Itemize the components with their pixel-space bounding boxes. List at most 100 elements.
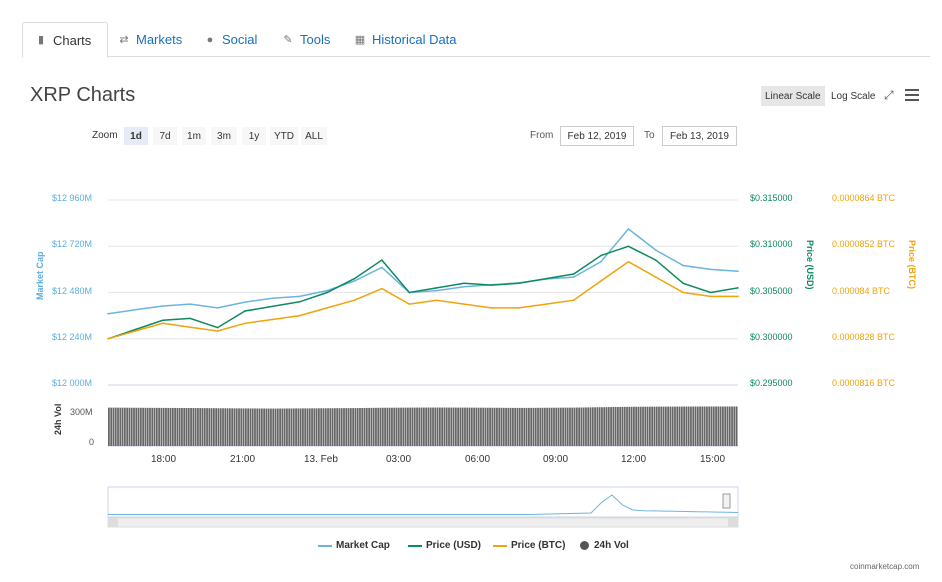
x-tick: 03:00	[386, 454, 412, 465]
volume-bar	[123, 407, 126, 446]
volume-bar	[662, 406, 665, 446]
volume-bar	[238, 408, 240, 446]
price-btc-point	[326, 307, 328, 309]
globe-icon: ●	[206, 33, 214, 46]
volume-bar	[206, 408, 208, 446]
credit-link[interactable]: coinmarketcap.com	[850, 562, 920, 571]
volume-bar	[112, 407, 115, 446]
volume-bar	[703, 406, 706, 446]
volume-bar	[630, 406, 633, 446]
volume-bar	[708, 406, 711, 446]
price-btc-point	[600, 280, 602, 282]
market-cap-point	[627, 228, 630, 230]
volume-bar	[215, 408, 218, 446]
volume-bar	[735, 406, 738, 446]
volume-bar	[429, 407, 432, 446]
price-btc-point	[216, 330, 219, 332]
to-date-input[interactable]: Feb 13, 2019	[662, 126, 737, 146]
volume-bar	[676, 406, 679, 446]
volume-bar	[548, 407, 551, 446]
volume-bar	[256, 408, 259, 446]
volume-bar	[619, 406, 622, 446]
scrollbar-right-button	[728, 518, 738, 527]
legend-item-price-usd[interactable]: Price (USD)	[408, 540, 481, 551]
volume-bar	[500, 407, 503, 446]
price-btc-point	[408, 303, 411, 305]
from-label: From	[530, 130, 554, 141]
volume-bar	[571, 407, 574, 446]
volume-bar	[331, 408, 334, 446]
volume-bar	[235, 408, 238, 446]
zoom-1m-button[interactable]: 1m	[182, 127, 206, 145]
volume-bar	[194, 408, 197, 446]
price-btc-point	[435, 299, 438, 302]
volume-bar	[176, 407, 179, 446]
zoom-1d-button[interactable]: 1d	[124, 127, 148, 145]
volume-bar	[450, 407, 453, 446]
market-cap-point	[737, 270, 739, 273]
volume-bar	[690, 406, 692, 446]
navigator-scrollbar	[107, 517, 739, 528]
usd-tick: $0.310000	[750, 239, 793, 249]
tab-tools[interactable]: ✎ Tools	[282, 22, 330, 57]
volume-bar	[359, 408, 361, 446]
btc-tick: 0.0000816 BTC	[832, 378, 896, 388]
volume-bar	[384, 407, 386, 446]
exchange-icon: ⇄	[119, 33, 129, 46]
volume-bar	[388, 407, 391, 446]
volume-bar	[192, 408, 195, 446]
log-scale-button[interactable]: Log Scale	[831, 90, 876, 102]
tab-historical-data[interactable]: ▦ Historical Data	[354, 22, 457, 57]
volume-bar	[493, 407, 496, 446]
volume-bar	[352, 408, 355, 446]
volume-bar	[639, 406, 642, 446]
from-date-input[interactable]: Feb 12, 2019	[560, 126, 634, 146]
volume-bar	[418, 407, 421, 446]
volume-bar	[203, 408, 206, 446]
volume-bar	[318, 408, 320, 446]
volume-bar	[722, 406, 724, 446]
price-usd-point	[655, 259, 657, 261]
volume-bar	[178, 407, 181, 446]
volume-bar	[464, 407, 466, 446]
tab-social[interactable]: ● Social	[204, 22, 258, 57]
legend-item-market-cap[interactable]: Market Cap	[318, 540, 390, 551]
volume-bar	[249, 408, 252, 446]
volume-bar	[667, 406, 670, 446]
volume-bar	[197, 408, 199, 446]
volume-bar	[228, 408, 231, 446]
volume-bar	[582, 407, 585, 446]
volume-bar	[162, 407, 165, 446]
price-usd-point	[463, 282, 465, 285]
volume-bar	[295, 408, 297, 446]
legend-item-price-btc[interactable]: Price (BTC)	[493, 540, 565, 551]
volume-bar	[731, 406, 733, 446]
legend-swatch	[493, 544, 507, 547]
legend-item-24h-vol[interactable]: 24h Vol	[580, 540, 629, 551]
volume-bar	[297, 408, 300, 446]
volume-bar	[489, 407, 491, 446]
hamburger-menu-icon[interactable]	[905, 89, 919, 101]
linear-scale-button[interactable]: Linear Scale	[761, 86, 825, 106]
volume-bar	[345, 408, 348, 446]
zoom-ytd-button[interactable]: YTD	[270, 127, 298, 145]
volume-bar	[370, 407, 373, 446]
volume-bar	[108, 407, 110, 446]
volume-bar	[569, 407, 571, 446]
zoom-3m-button[interactable]: 3m	[211, 127, 237, 145]
zoom-1y-button[interactable]: 1y	[242, 127, 266, 145]
market-cap-point	[161, 305, 164, 307]
volume-bar	[386, 407, 389, 446]
volume-bar	[557, 407, 560, 446]
zoom-7d-button[interactable]: 7d	[153, 127, 177, 145]
volume-bar	[276, 408, 279, 446]
volume-bar	[349, 408, 352, 446]
tab-charts[interactable]: ▮ Charts	[22, 22, 108, 58]
tab-markets[interactable]: ⇄ Markets	[118, 22, 182, 57]
market-cap-point	[709, 268, 712, 271]
fullscreen-icon[interactable]: ⤢	[884, 88, 894, 102]
volume-bar	[559, 407, 562, 446]
volume-bar	[247, 408, 250, 446]
zoom-all-button[interactable]: ALL	[301, 127, 327, 145]
legend-swatch	[580, 541, 589, 550]
